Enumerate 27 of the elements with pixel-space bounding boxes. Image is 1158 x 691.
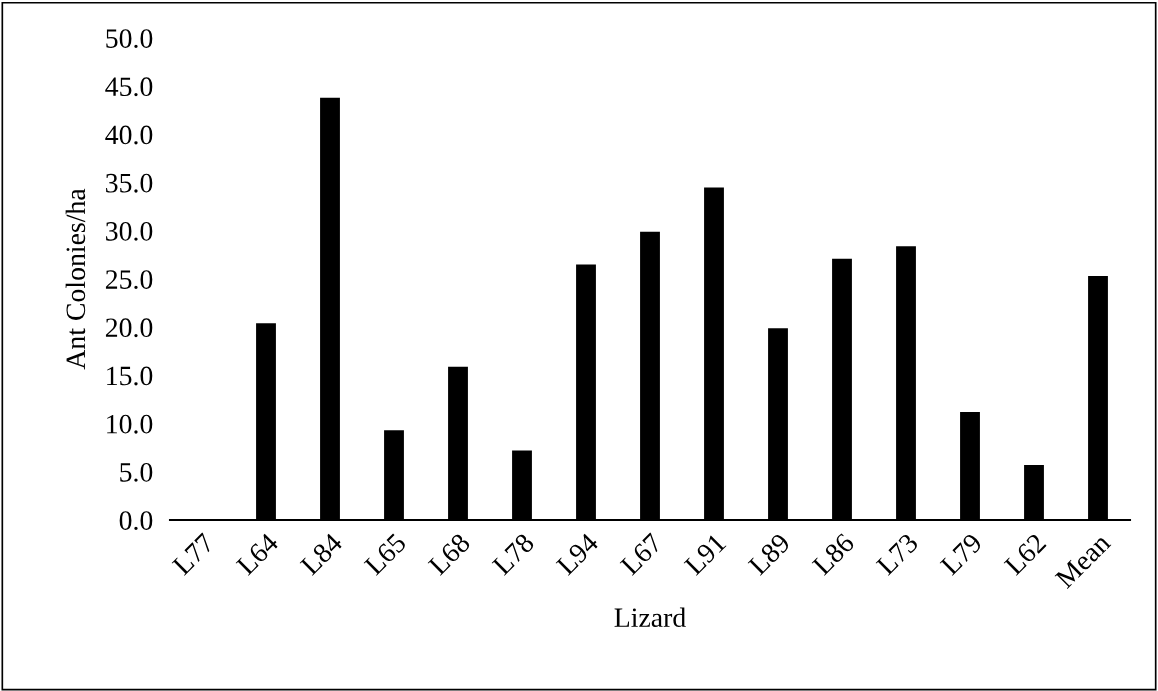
x-tick-label: L94 bbox=[555, 532, 600, 577]
x-tick-label: L73 bbox=[875, 532, 920, 577]
x-tick-label: L64 bbox=[235, 532, 280, 577]
y-tick-label: 0.0 bbox=[119, 511, 153, 531]
y-tick-label: 35.0 bbox=[106, 173, 153, 193]
x-tick-label: L84 bbox=[299, 531, 344, 577]
x-tick-label: L65 bbox=[363, 532, 408, 577]
y-tick-label: 5.0 bbox=[120, 462, 153, 482]
x-tick-label: L67 bbox=[619, 532, 664, 577]
x-tick-label: L68 bbox=[427, 532, 472, 577]
y-axis-title: Ant Colonies/ha bbox=[65, 188, 86, 370]
x-tick-label: L78 bbox=[491, 532, 536, 577]
x-tick-label: L79 bbox=[939, 532, 984, 577]
y-tick-label: 30.0 bbox=[106, 221, 153, 241]
y-tick-label: 20.0 bbox=[105, 318, 153, 338]
x-axis-title: Lizard bbox=[614, 607, 686, 628]
y-tick-label: 45.0 bbox=[105, 77, 153, 97]
x-tick-label: L91 bbox=[683, 532, 727, 577]
y-tick-label: 10.0 bbox=[107, 414, 153, 434]
y-tick-label: 25.0 bbox=[105, 270, 153, 290]
y-tick-label: 50.0 bbox=[106, 29, 153, 49]
y-tick-label: 15.0 bbox=[107, 366, 153, 386]
x-tick-label: L86 bbox=[811, 532, 856, 577]
x-tick-label: L62 bbox=[1003, 532, 1047, 577]
x-tick-label: L77 bbox=[171, 532, 216, 576]
x-tick-label: L89 bbox=[747, 532, 792, 577]
y-tick-label: 40.0 bbox=[105, 125, 153, 145]
